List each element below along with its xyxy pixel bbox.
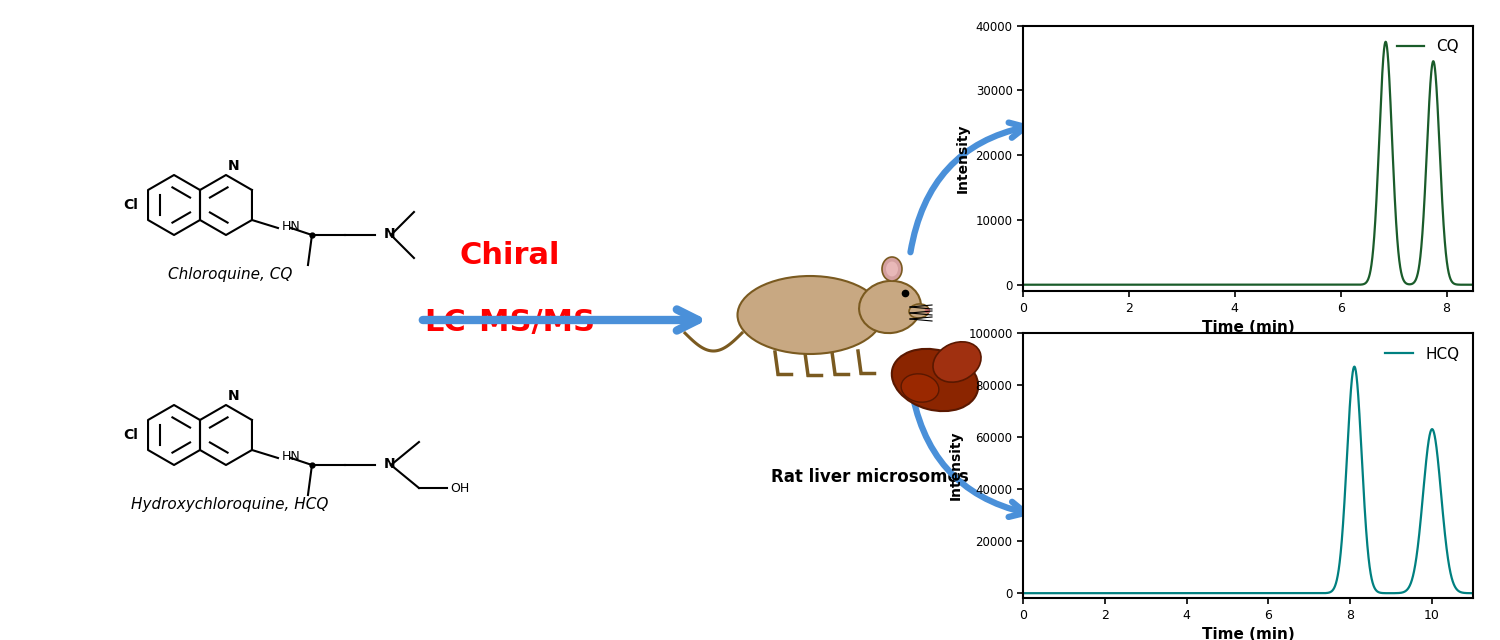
Ellipse shape (886, 262, 898, 276)
Ellipse shape (859, 281, 921, 333)
X-axis label: Time (min): Time (min) (1202, 627, 1294, 640)
Text: HN: HN (282, 449, 300, 463)
Text: Hydroxychloroquine, HCQ: Hydroxychloroquine, HCQ (132, 497, 328, 512)
Text: Chloroquine, CQ: Chloroquine, CQ (168, 267, 292, 282)
Ellipse shape (909, 304, 928, 318)
Text: OH: OH (450, 481, 470, 495)
X-axis label: Time (min): Time (min) (1202, 320, 1294, 335)
Text: N: N (384, 227, 396, 241)
Ellipse shape (933, 342, 981, 382)
Text: LC-MS/MS: LC-MS/MS (424, 307, 596, 337)
Ellipse shape (902, 374, 939, 402)
Text: N: N (228, 159, 240, 173)
Text: Cl: Cl (123, 428, 138, 442)
Legend: HCQ: HCQ (1380, 340, 1466, 367)
Y-axis label: Intensity: Intensity (956, 124, 970, 193)
Ellipse shape (892, 349, 978, 411)
Ellipse shape (882, 257, 902, 281)
Text: Cl: Cl (123, 198, 138, 212)
Ellipse shape (738, 276, 882, 354)
Text: Rat liver microsomes: Rat liver microsomes (771, 468, 969, 486)
Text: Chiral: Chiral (459, 241, 561, 269)
Text: N: N (228, 389, 240, 403)
Legend: CQ: CQ (1390, 33, 1466, 60)
Text: N: N (384, 457, 396, 471)
Y-axis label: Intensity: Intensity (948, 431, 963, 500)
Text: HN: HN (282, 220, 300, 232)
